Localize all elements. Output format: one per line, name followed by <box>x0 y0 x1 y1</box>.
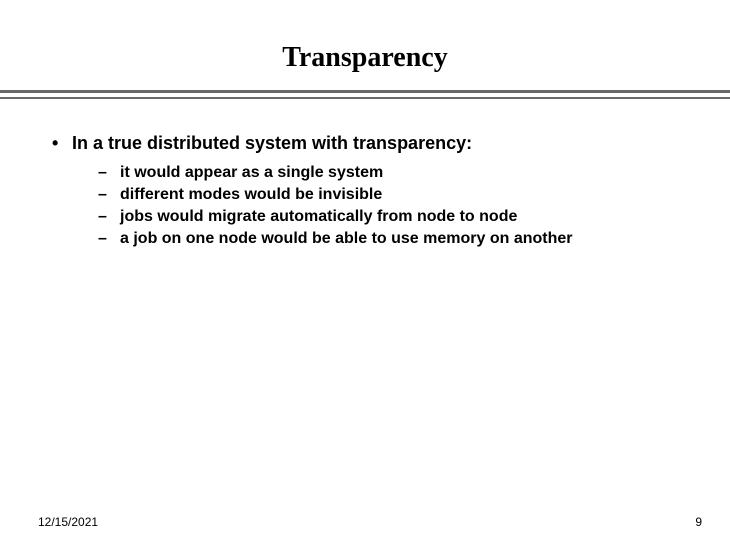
bullet-dash-icon: – <box>98 164 120 182</box>
bullet-level1-text: In a true distributed system with transp… <box>72 133 472 154</box>
bullet-level2-list: – it would appear as a single system – d… <box>52 164 690 248</box>
footer-date: 12/15/2021 <box>38 515 98 529</box>
bullet-dash-icon: – <box>98 230 120 248</box>
bullet-level2-text: jobs would migrate automatically from no… <box>120 208 517 226</box>
bullet-level2-text: different modes would be invisible <box>120 186 382 204</box>
slide: Transparency • In a true distributed sys… <box>0 0 730 547</box>
bullet-level1: • In a true distributed system with tran… <box>52 133 690 154</box>
bullet-dash-icon: – <box>98 208 120 226</box>
bullet-level2: – a job on one node would be able to use… <box>98 230 690 248</box>
bullet-dot-icon: • <box>52 133 72 154</box>
bullet-dash-icon: – <box>98 186 120 204</box>
bullet-level2: – jobs would migrate automatically from … <box>98 208 690 226</box>
divider <box>0 90 730 99</box>
bullet-level2-text: it would appear as a single system <box>120 164 383 182</box>
bullet-level2-text: a job on one node would be able to use m… <box>120 230 572 248</box>
slide-body: • In a true distributed system with tran… <box>0 99 730 248</box>
bullet-level2: – different modes would be invisible <box>98 186 690 204</box>
slide-title: Transparency <box>0 0 730 90</box>
bullet-level2: – it would appear as a single system <box>98 164 690 182</box>
footer-page-number: 9 <box>695 515 702 529</box>
